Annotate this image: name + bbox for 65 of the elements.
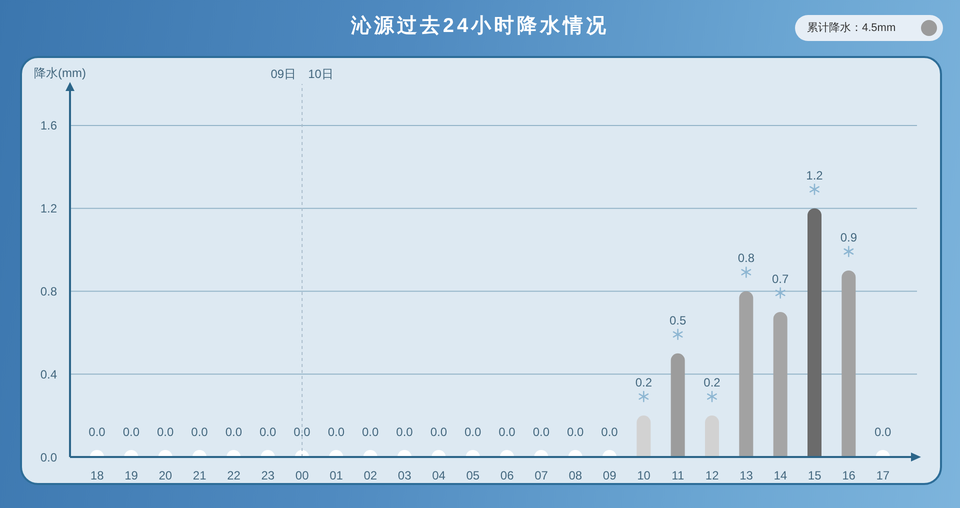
bar — [670, 353, 685, 457]
data-label: 0.0 — [601, 425, 618, 439]
x-tick-label: 10 — [637, 468, 651, 483]
x-tick-label: 19 — [124, 468, 138, 483]
data-label: 0.8 — [738, 251, 755, 266]
data-label: 0.0 — [88, 425, 106, 439]
bar — [773, 312, 788, 457]
text: 累计降水：4.5mm — [807, 21, 896, 36]
data-label: 0.0 — [566, 425, 584, 439]
bar — [705, 416, 719, 457]
y-tick-label: 1.2 — [40, 202, 58, 216]
data-label: 0.0 — [156, 425, 174, 439]
data-label: 0.0 — [191, 425, 208, 439]
x-tick-label: 05 — [466, 468, 480, 483]
y-tick-label: 0.0 — [40, 450, 58, 464]
data-label: 0.0 — [396, 425, 414, 439]
x-tick-label: 16 — [842, 468, 856, 483]
data-label: 1.2 — [806, 168, 824, 182]
x-tick-label: 15 — [808, 468, 822, 483]
x-tick-label: 18 — [90, 468, 104, 483]
data-label: 0.7 — [772, 272, 789, 286]
data-label: 0.9 — [840, 230, 858, 244]
x-tick-label: 07 — [534, 468, 548, 483]
x-tick-label: 12 — [705, 468, 720, 483]
chart-title: 沁源过去24小时降水情况 — [350, 15, 610, 37]
x-tick-label: 00 — [295, 468, 310, 483]
x-tick-label: 06 — [500, 468, 514, 483]
bar — [636, 416, 651, 457]
x-tick-label: 02 — [364, 468, 378, 483]
x-tick-label: 21 — [192, 468, 207, 483]
data-label: 0.0 — [122, 425, 140, 439]
x-tick-label: 13 — [740, 468, 754, 483]
x-tick-label: 03 — [398, 468, 412, 483]
data-label: 0.0 — [225, 425, 242, 439]
x-tick-label: 14 — [774, 468, 788, 483]
x-tick-label: 17 — [876, 468, 890, 483]
x-tick-label: 01 — [330, 468, 344, 483]
y-tick-label: 0.8 — [40, 284, 58, 298]
data-label: 0.0 — [294, 425, 311, 439]
x-tick-label: 20 — [158, 468, 172, 483]
y-tick-label: 0.4 — [40, 367, 58, 382]
text: 09日 — [270, 67, 296, 81]
bar — [808, 208, 822, 457]
bar — [842, 270, 856, 457]
x-tick-label: 22 — [227, 468, 241, 483]
data-label: 0.0 — [362, 425, 379, 439]
x-tick-label: 11 — [672, 468, 684, 483]
data-label: 0.0 — [259, 425, 276, 439]
data-label: 0.0 — [498, 425, 516, 439]
data-label: 0.0 — [328, 425, 345, 439]
data-label: 0.0 — [532, 425, 550, 439]
x-tick-label: 23 — [261, 468, 275, 483]
x-tick-label: 04 — [432, 468, 446, 483]
data-label: 0.0 — [874, 425, 892, 439]
data-label: 0.2 — [635, 376, 652, 390]
data-label: 0.0 — [464, 425, 482, 439]
data-label: 0.0 — [430, 425, 448, 439]
x-tick-label: 09 — [602, 468, 617, 483]
y-tick-label: 1.6 — [40, 118, 58, 133]
bar — [739, 291, 754, 457]
data-label: 0.2 — [704, 376, 721, 390]
ref-line-label: 10日 — [308, 67, 334, 81]
y-axis-title: 降水(mm) — [34, 65, 86, 82]
x-tick-label: 08 — [568, 468, 582, 483]
data-label: 0.5 — [669, 313, 686, 328]
